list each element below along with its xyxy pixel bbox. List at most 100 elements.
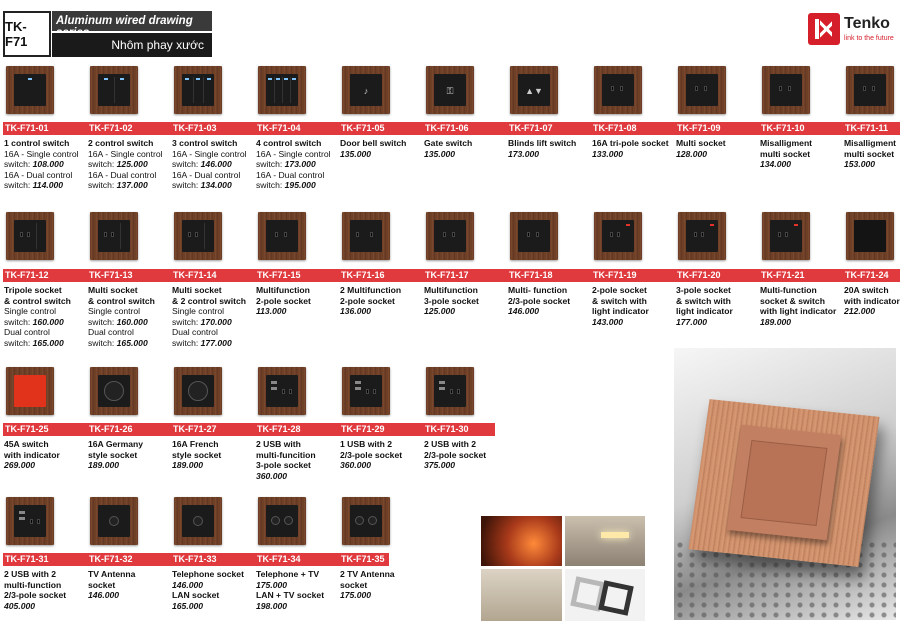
- bell-icon: ♪: [363, 86, 369, 96]
- socket-hole: [284, 232, 287, 237]
- description-line: 134.000: [760, 159, 850, 170]
- product-code: TK-F71-01: [5, 123, 49, 133]
- round-socket: [104, 381, 124, 401]
- description-text: switch:: [88, 159, 117, 169]
- product-thumbnail: [426, 212, 474, 260]
- description-line: 113.000: [256, 306, 346, 317]
- description-text: style socket: [88, 449, 138, 460]
- product-code: TK-F71-09: [677, 123, 721, 133]
- indicator-led: [284, 78, 288, 80]
- socket-hole: [450, 389, 453, 394]
- frames-photo: [565, 569, 645, 621]
- row-label-strip: [3, 269, 900, 282]
- description-line: 16A - Dual control: [88, 170, 178, 181]
- description-line: 135.000: [340, 149, 430, 160]
- description-line: 16A - Dual control: [256, 170, 346, 181]
- switch-face: [98, 220, 130, 252]
- switch-face: [14, 505, 46, 537]
- switch-face: [854, 220, 886, 252]
- socket-hole: [373, 389, 376, 394]
- description-line: with indicator: [844, 296, 900, 307]
- description-line: Multi socket: [88, 285, 178, 296]
- product-thumbnail: [678, 212, 726, 260]
- product-code: TK-F71-02: [89, 123, 133, 133]
- description-line: Telephone socket: [172, 569, 262, 580]
- row-label-strip: [3, 553, 389, 566]
- description-line: Gate switch: [424, 138, 514, 149]
- description-line: 1 USB with 2: [340, 439, 430, 450]
- description-line: 133.000: [592, 149, 682, 160]
- description-line: 1 control switch: [4, 138, 94, 149]
- description-text: socket & switch: [760, 295, 825, 306]
- description-text: 16A - Dual control: [88, 169, 157, 180]
- socket-hole: [30, 519, 33, 524]
- description-line: Dual control: [4, 327, 94, 338]
- price: 360.000: [340, 460, 372, 470]
- description-line: Blinds lift switch: [508, 138, 598, 149]
- description-text: switch:: [4, 316, 33, 327]
- socket-hole: [443, 232, 446, 237]
- price: 177.000: [676, 316, 708, 327]
- description-text: 45A switch: [4, 439, 49, 449]
- description-line: style socket: [88, 450, 178, 461]
- description-line: switch: 165.000: [4, 338, 94, 349]
- description-line: with light indicator: [760, 306, 850, 317]
- product-code: TK-F71-07: [509, 123, 553, 133]
- description-line: & 2 control switch: [172, 296, 262, 307]
- description-line: switch: 173.000: [256, 159, 346, 170]
- switch-face: [266, 74, 298, 106]
- description-line: switch: 114.000: [4, 180, 94, 191]
- description-text: switch:: [172, 159, 201, 169]
- row-label-strip: [3, 423, 495, 436]
- switch-face: [770, 220, 802, 252]
- switch-divider: [36, 223, 37, 249]
- product-thumbnail: [174, 367, 222, 415]
- socket-hole: [527, 232, 530, 237]
- product-thumbnail: [594, 212, 642, 260]
- description-text: switch:: [4, 180, 33, 190]
- description-text: Multi- function: [508, 285, 568, 295]
- price: 160.000: [116, 316, 148, 327]
- product-code: TK-F71-19: [593, 270, 637, 280]
- description-line: 16A tri-pole socket: [592, 138, 682, 149]
- switch-face: ♪: [350, 74, 382, 106]
- product-code: TK-F71-16: [341, 270, 385, 280]
- description-text: & 2 control switch: [172, 295, 247, 306]
- price: 125.000: [116, 159, 148, 169]
- series-title: Aluminum wired drawing series: [52, 11, 212, 39]
- product-description: Multi socket 128.000: [676, 138, 766, 159]
- product-description: Blinds lift switch 173.000: [508, 138, 598, 159]
- switch-face: [14, 375, 46, 407]
- price: 137.000: [116, 180, 148, 190]
- socket-hole: [37, 519, 40, 524]
- price: 173.000: [284, 159, 316, 169]
- socket-hole: [27, 232, 30, 237]
- description-line: 2/3-pole socket: [340, 450, 430, 461]
- description-text: with indicator: [4, 449, 60, 460]
- description-text: 2 TV Antenna: [340, 569, 395, 579]
- switch-face: [98, 505, 130, 537]
- description-line: 198.000: [256, 601, 346, 612]
- description-line: 3-pole socket: [676, 285, 766, 296]
- description-text: Multi-function: [760, 285, 817, 295]
- product-code: TK-F71-13: [89, 270, 133, 280]
- product-thumbnail: [6, 497, 54, 545]
- description-text: Single control: [4, 306, 57, 316]
- brand-tagline: link to the future: [844, 35, 894, 42]
- product-description: 1 control switch 16A - Single control swit…: [4, 138, 94, 191]
- product-description: Misalligment multi socket 134.000: [760, 138, 850, 170]
- description-line: 16A French: [172, 439, 262, 450]
- product-description: 2 TV Antenna socket 175.000: [340, 569, 430, 601]
- price: 134.000: [760, 159, 792, 169]
- description-line: multi socket: [760, 149, 850, 160]
- description-line: 212.000: [844, 306, 900, 317]
- price: 108.000: [32, 159, 64, 169]
- description-line: switch: 108.000: [4, 159, 94, 170]
- price: 189.000: [760, 316, 792, 327]
- description-line: Multifunction: [256, 285, 346, 296]
- description-text: Single control: [88, 306, 141, 316]
- product-thumbnail: [342, 497, 390, 545]
- price: 160.000: [32, 316, 64, 327]
- description-text: multi-funcition: [256, 449, 316, 460]
- usb-port: [271, 381, 277, 384]
